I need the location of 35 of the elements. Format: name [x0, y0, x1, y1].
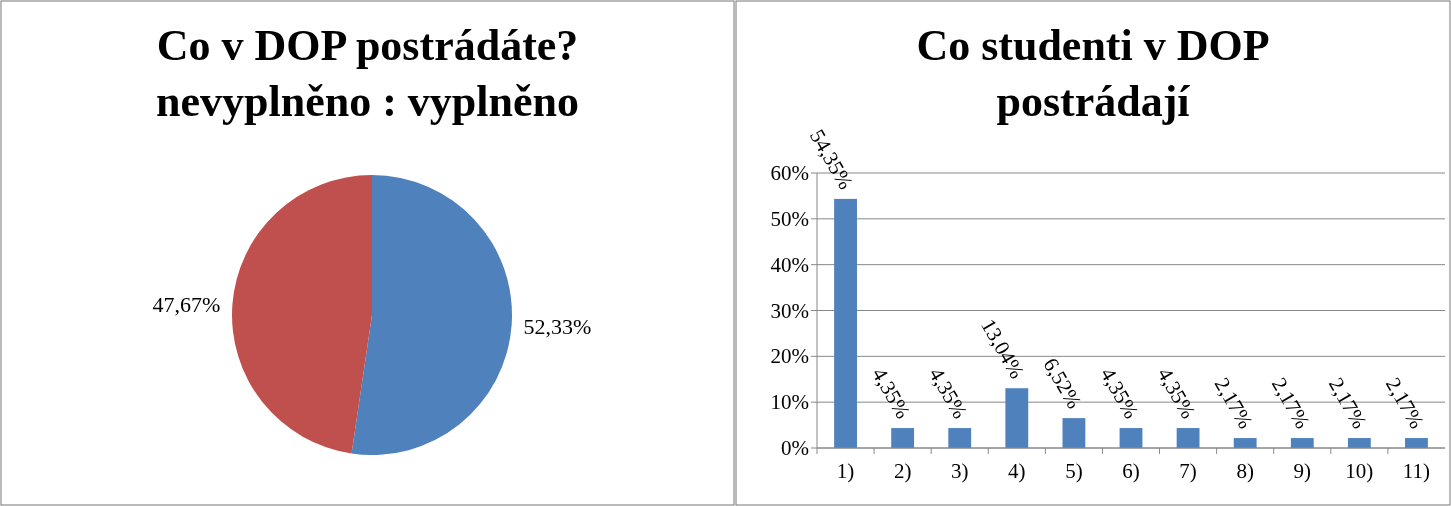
x-tick-label: 7): [1179, 459, 1197, 483]
bar: [1347, 438, 1371, 448]
x-tick-label: 1): [836, 459, 855, 483]
bar: [1290, 438, 1314, 448]
y-tick-label: 0%: [781, 436, 809, 460]
y-tick-label: 50%: [770, 206, 809, 231]
bar: [1005, 388, 1029, 448]
x-tick-label: 11): [1402, 459, 1431, 483]
y-tick-label: 20%: [770, 344, 809, 369]
x-tick-label: 8): [1236, 459, 1254, 483]
chart-title: Co studenti v DOP postrádají: [916, 21, 1270, 126]
x-tick-label: 2): [893, 459, 912, 483]
bar: [1119, 428, 1143, 448]
bar: [1233, 438, 1257, 448]
data-label: 52,33%: [523, 314, 592, 340]
x-tick-label: 9): [1293, 459, 1312, 483]
bar: [948, 428, 972, 448]
y-tick-label: 30%: [770, 298, 809, 323]
x-tick-label: 6): [1122, 459, 1140, 483]
x-tick-label: 5): [1065, 459, 1083, 483]
y-tick-label: 40%: [770, 252, 809, 277]
chart-title: Co v DOP postrádáte? nevyplněno : vyplněno: [156, 21, 579, 126]
bar: [891, 428, 915, 448]
x-tick-label: 10): [1345, 459, 1374, 483]
y-tick-label: 10%: [770, 390, 809, 415]
bar: [834, 198, 857, 448]
pie-slice: [232, 175, 372, 454]
pie-slice: [351, 175, 512, 455]
data-label: 47,67%: [152, 291, 221, 317]
bar: [1062, 418, 1086, 448]
x-tick-label: 3): [950, 459, 969, 483]
y-tick-label: 60%: [770, 161, 809, 185]
bar: [1405, 438, 1428, 448]
bar: [1176, 428, 1200, 448]
x-tick-label: 4): [1008, 459, 1026, 483]
